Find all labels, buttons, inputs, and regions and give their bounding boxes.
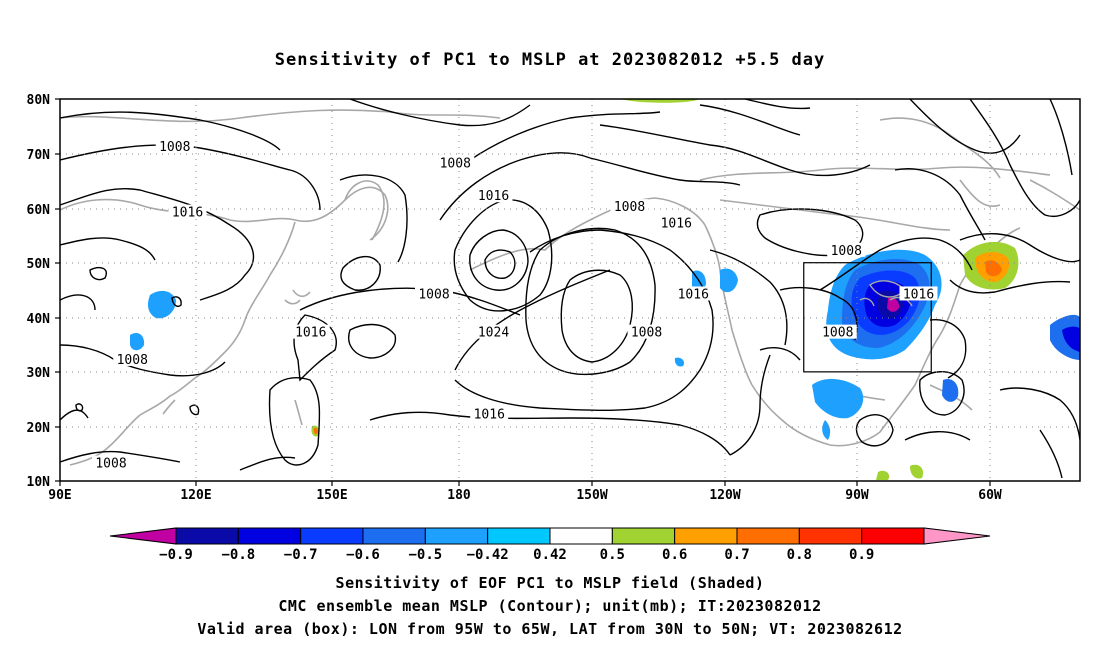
contour-label: 1016 [172, 206, 203, 221]
contour-label: 1016 [474, 408, 505, 423]
caption-line-1: Sensitivity of EOF PC1 to MSLP field (Sh… [335, 574, 765, 592]
contour-label-bg [818, 324, 857, 339]
colorbar-segment [674, 527, 738, 545]
contour-label: 1008 [95, 457, 126, 472]
lon-label: 180 [447, 488, 471, 503]
colorbar-label: −0.5 [408, 547, 442, 563]
contour-label-bg [436, 155, 475, 170]
colorbar: −0.9 −0.8 −0.7 −0.6 −0.5 −0.42 0.42 0.5 0.6 0.7 0.… [109, 527, 991, 563]
contour-label-bg [113, 351, 152, 366]
colorbar-label: −0.42 [467, 547, 509, 563]
contour-label-bg [474, 188, 513, 203]
lon-label: 90W [845, 488, 869, 503]
colorbar-arrow-low [109, 527, 177, 545]
lon-label: 120E [180, 488, 211, 503]
contour-label: 1008 [831, 244, 862, 259]
colorbar-segment [362, 527, 426, 545]
contour-label: 1016 [478, 189, 509, 204]
latitude-labels: 80N 70N 60N 50N 40N 30N 20N 10N [27, 93, 51, 490]
colorbar-segment [861, 527, 925, 545]
contour-label: 1008 [159, 140, 190, 155]
contour-label-bg [415, 286, 453, 301]
contour-label-bg [474, 324, 513, 339]
colorbar-label: −0.8 [221, 547, 255, 563]
contour-label-bg [470, 406, 509, 421]
contour-label-bg [168, 204, 207, 219]
colorbar-segment [300, 527, 364, 545]
contour-labels: 1008 1008 1016 1016 1008 1016 1008 1008 1016 1024… [92, 139, 938, 472]
lat-label: 40N [27, 312, 51, 327]
colorbar-segment [798, 527, 863, 545]
contour-label: 1008 [822, 326, 853, 341]
colorbar-label: 0.5 [600, 547, 625, 563]
map-frame [59, 98, 1081, 482]
contour-label-bg [657, 215, 696, 230]
lon-label: 90E [48, 488, 71, 503]
valid-area-box [803, 262, 932, 373]
lat-label: 50N [27, 257, 51, 272]
contour-label-bg [155, 139, 194, 154]
contour-label: 1008 [614, 200, 645, 215]
contour-label-bg [291, 324, 330, 339]
longitude-labels: 90E 120E 150E 180 150W 120W 90W 60W [48, 488, 1002, 503]
lat-label: 80N [27, 93, 51, 108]
contour-label: 1016 [903, 287, 934, 302]
contour-label: 1008 [117, 353, 148, 368]
colorbar-label: 0.6 [662, 547, 687, 563]
colorbar-label: −0.7 [284, 547, 318, 563]
contour-label: 1016 [661, 217, 692, 232]
lon-label: 60W [978, 488, 1002, 503]
colorbar-segment [611, 527, 676, 545]
contour-label: 1024 [478, 326, 509, 341]
colorbar-label: 0.7 [724, 547, 749, 563]
lon-label: 150E [316, 488, 347, 503]
lat-label: 30N [27, 366, 51, 381]
colorbar-label: 0.8 [787, 547, 812, 563]
colorbar-segment [237, 527, 302, 545]
colorbar-label: 0.9 [849, 547, 874, 563]
colorbar-segment [175, 527, 239, 545]
caption-line-2: CMC ensemble mean MSLP (Contour); unit(m… [278, 597, 822, 615]
lon-label: 120W [709, 488, 740, 503]
caption-line-3: Valid area (box): LON from 95W to 65W, L… [197, 620, 903, 638]
axis-ticks [55, 98, 991, 486]
contour-label: 1008 [631, 326, 662, 341]
contour-label: 1016 [295, 326, 326, 341]
colorbar-label: −0.9 [159, 547, 193, 563]
contour-label: 1008 [418, 287, 449, 302]
colorbar-label: −0.6 [346, 547, 380, 563]
colorbar-arrow-high [923, 527, 991, 545]
lat-label: 70N [27, 148, 51, 163]
contour-label: 1008 [440, 156, 471, 171]
contour-label-bg [674, 286, 713, 301]
colorbar-label: 0.42 [533, 547, 567, 563]
contour-label-bg [899, 286, 938, 301]
gridlines [60, 99, 1080, 481]
contour-label-bg [627, 324, 666, 339]
colorbar-segment [487, 527, 551, 545]
sensitivity-shading [130, 99, 1080, 480]
contour-label-bg [92, 455, 130, 470]
lat-label: 10N [27, 475, 51, 490]
lat-label: 60N [27, 203, 51, 218]
colorbar-segment [549, 527, 613, 545]
colorbar-segment [424, 527, 489, 545]
lon-label: 150W [576, 488, 607, 503]
contour-label-bg [610, 199, 649, 214]
contour-label-bg [827, 242, 866, 257]
map-title: Sensitivity of PC1 to MSLP at 2023082012… [274, 50, 826, 70]
contour-label: 1016 [678, 287, 709, 302]
colorbar-segment [736, 527, 800, 545]
lat-label: 20N [27, 421, 51, 436]
